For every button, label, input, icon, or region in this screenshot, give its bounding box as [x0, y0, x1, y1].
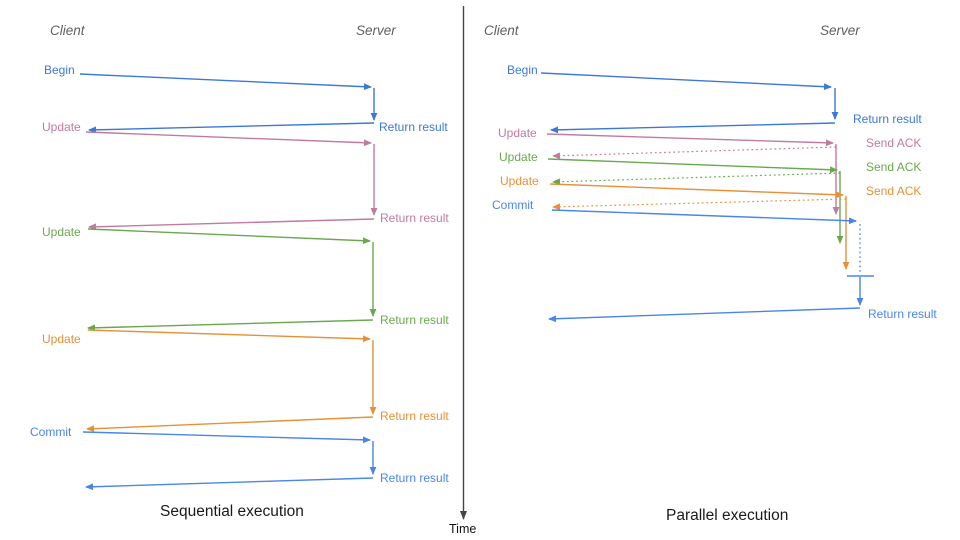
- par-commit-flow: [548, 209, 874, 323]
- par-update1-flow: [546, 133, 840, 215]
- par-send-ack-label-3: Send ACK: [866, 184, 922, 198]
- par-server-header: Server: [820, 23, 860, 38]
- seq-client-header: Client: [50, 23, 85, 38]
- par-client-header: Client: [484, 23, 519, 38]
- par-send-ack-label-1: Send ACK: [866, 136, 922, 150]
- par-return-result-label-1: Return result: [853, 112, 922, 126]
- seq-commit-label: Commit: [30, 425, 72, 439]
- par-send-ack-label-2: Send ACK: [866, 160, 922, 174]
- par-return-result-label-2: Return result: [868, 307, 937, 321]
- par-update-label-3: Update: [500, 174, 539, 188]
- par-begin-label: Begin: [507, 63, 538, 77]
- par-update-label-1: Update: [498, 126, 537, 140]
- seq-server-header: Server: [356, 23, 396, 38]
- seq-return-result-label-4: Return result: [380, 409, 449, 423]
- par-commit-label: Commit: [492, 198, 534, 212]
- seq-update-label-1: Update: [42, 120, 81, 134]
- par-panel-title: Parallel execution: [666, 507, 789, 524]
- seq-update-label-3: Update: [42, 332, 81, 346]
- seq-update3-flow: [86, 329, 377, 433]
- seq-update1-flow: [85, 131, 378, 231]
- par-update3-flow: [549, 183, 850, 270]
- par-update-label-2: Update: [499, 150, 538, 164]
- seq-panel-title: Sequential execution: [160, 503, 304, 520]
- seq-return-result-label-2: Return result: [380, 211, 449, 225]
- par-begin-flow: [540, 72, 839, 134]
- seq-return-result-label-1: Return result: [379, 120, 448, 134]
- time-axis-label: Time: [449, 522, 477, 536]
- seq-begin-flow: [79, 73, 378, 134]
- seq-update2-flow: [87, 228, 377, 332]
- seq-update-label-2: Update: [42, 225, 81, 239]
- seq-begin-label: Begin: [44, 63, 75, 77]
- seq-commit-flow: [82, 431, 377, 491]
- par-update2-flow: [547, 158, 844, 244]
- seq-return-result-label-3: Return result: [380, 313, 449, 327]
- seq-return-result-label-5: Return result: [380, 471, 449, 485]
